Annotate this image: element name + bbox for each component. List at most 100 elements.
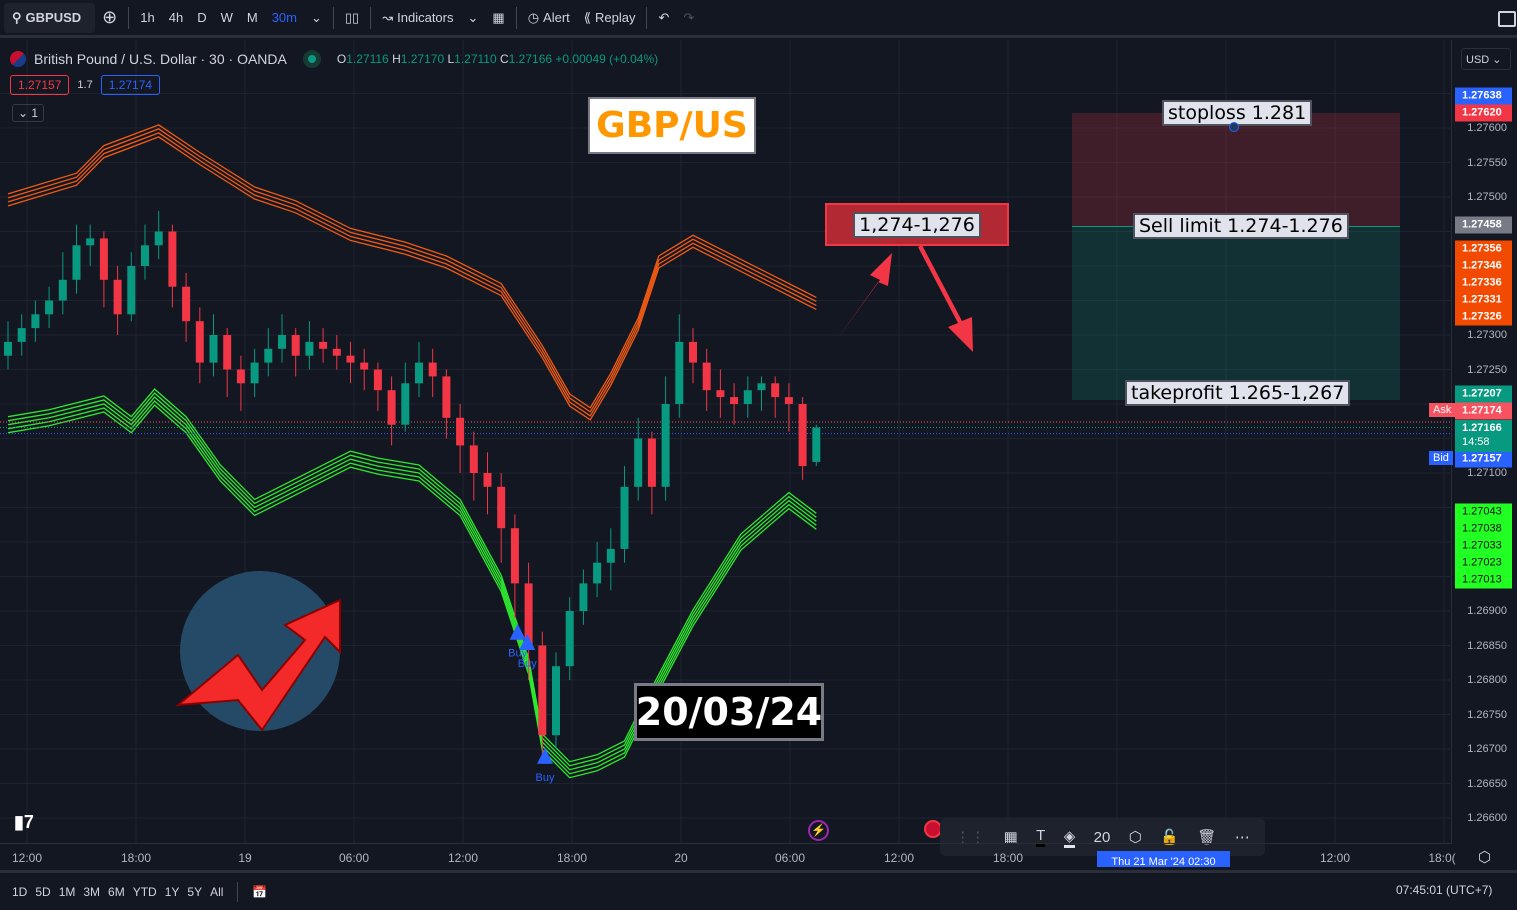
candle: [647, 431, 656, 515]
chart-pane[interactable]: Buy Buy Buy: [0, 40, 1452, 843]
candle-body: [771, 383, 780, 398]
sell-limit-label[interactable]: Sell limit 1.274-1.276: [1133, 213, 1349, 239]
text-color-icon[interactable]: T: [1036, 827, 1046, 847]
price-axis[interactable]: USD ⌄ 1.27600 1.27550 1.27500 1.27300 1.2725…: [1452, 40, 1517, 843]
candle-body: [168, 231, 177, 287]
takeprofit-label[interactable]: takeprofit 1.265-1,267: [1125, 380, 1351, 406]
candle-body: [278, 335, 286, 349]
font-size-button[interactable]: 20: [1093, 828, 1111, 846]
candle: [606, 528, 615, 591]
time-tick: 19: [238, 851, 252, 865]
candle: [17, 314, 26, 356]
buy-button[interactable]: 1.27174: [100, 75, 161, 95]
interval-m[interactable]: M: [246, 10, 258, 25]
interval-dropdown-chevron-icon[interactable]: ⌄: [311, 9, 322, 25]
unlock-icon[interactable]: 🔓: [1160, 829, 1179, 846]
fullscreen-icon[interactable]: [1498, 11, 1516, 27]
calendar-goto-date-icon[interactable]: 📅: [252, 884, 268, 899]
interval-1h[interactable]: 1h: [140, 10, 155, 25]
candle: [428, 348, 437, 398]
range-6m[interactable]: 6M: [108, 884, 125, 899]
candle-body: [72, 245, 81, 280]
buy-signal-label: Buy: [508, 648, 527, 660]
symbol-label: GBPUSD: [25, 10, 82, 25]
candle: [483, 452, 492, 515]
candle-body: [264, 348, 273, 363]
candle: [168, 224, 177, 308]
stoploss-label[interactable]: stoploss 1.281: [1162, 100, 1313, 126]
range-5y[interactable]: 5Y: [187, 884, 203, 899]
price-tag: 1.27013: [1455, 571, 1512, 589]
fill-bucket-icon[interactable]: ◈: [1063, 827, 1076, 848]
pair-annotation[interactable]: GBP/US: [588, 97, 756, 154]
range-1d[interactable]: 1D: [12, 884, 28, 899]
indicators-dropdown-chevron-icon[interactable]: ⌄: [467, 9, 479, 25]
range-1m[interactable]: 1M: [58, 884, 76, 899]
top-toolbar: ⚲ GBPUSD ⊕ 1h 4h D W M 30m ⌄ ▯▯ ↝ Indicato…: [0, 0, 1517, 38]
position-tool-loss-zone[interactable]: [1072, 113, 1400, 226]
candle-body: [606, 548, 615, 563]
candle-body: [565, 611, 574, 667]
clock-timezone[interactable]: 07:45:01 (UTC+7): [1396, 883, 1493, 897]
ask-label: Ask: [1429, 403, 1456, 417]
collapse-indicators-button[interactable]: ⌄ 1: [12, 104, 45, 122]
chart-legend: British Pound / U.S. Dollar · 30 · OANDA…: [10, 50, 658, 68]
divider: [370, 6, 372, 29]
add-template-icon[interactable]: ▦: [1003, 829, 1018, 846]
drag-grip-icon[interactable]: ⋮⋮: [955, 829, 986, 846]
symbol-search-button[interactable]: ⚲ GBPUSD: [4, 2, 96, 33]
more-options-icon[interactable]: ⋯: [1234, 829, 1250, 846]
candle-body: [812, 427, 821, 462]
replay-button[interactable]: ⟪ Replay: [577, 3, 643, 33]
alert-button[interactable]: ◷ Alert: [521, 3, 577, 33]
candle-body: [552, 666, 560, 736]
zone-annotation[interactable]: 1,274-1,276: [825, 203, 1009, 246]
price-tick: 1.26900: [1467, 605, 1507, 617]
settings-hexagon-icon[interactable]: ⬡: [1128, 829, 1142, 846]
chart-settings-icon[interactable]: ⬡: [1478, 849, 1492, 866]
candle-body: [86, 238, 95, 246]
candle-body: [743, 390, 752, 404]
interval-w[interactable]: W: [220, 10, 233, 25]
drawing-toolbar: ⋮⋮ ▦ T ◈ 20 ⬡ 🔓 🗑 ⋯: [940, 818, 1265, 856]
interval-d[interactable]: D: [197, 10, 207, 25]
indicators-button[interactable]: ↝ Indicators: [375, 3, 460, 33]
currency-button[interactable]: USD ⌄: [1461, 48, 1511, 70]
trash-icon[interactable]: 🗑: [1197, 829, 1217, 846]
candle: [469, 431, 478, 501]
layout-grid-icon[interactable]: ▦: [492, 9, 505, 25]
drag-handle[interactable]: [1229, 122, 1239, 132]
candle: [593, 542, 602, 598]
candle: [442, 369, 451, 439]
candle-body: [483, 473, 492, 487]
candle: [319, 328, 328, 363]
candle-body: [730, 397, 739, 404]
interval-4h[interactable]: 4h: [168, 10, 184, 25]
time-axis[interactable]: 12:00 18:00 19 06:00 12:00 18:00 20 06:00 12:00 1…: [0, 843, 1456, 870]
range-3m[interactable]: 3M: [83, 884, 101, 899]
lightning-icon[interactable]: ⚡: [808, 820, 829, 841]
search-icon: ⚲: [12, 9, 22, 25]
range-5d[interactable]: 5D: [35, 884, 51, 899]
range-all[interactable]: All: [210, 884, 224, 899]
candle: [195, 307, 204, 384]
sell-button[interactable]: 1.27157: [10, 75, 70, 95]
redo-icon[interactable]: ↷: [683, 9, 695, 25]
range-1y[interactable]: 1Y: [164, 884, 180, 899]
time-tick: 06:00: [338, 851, 370, 865]
interval-30m[interactable]: 30m: [271, 10, 297, 25]
candle-body: [346, 355, 355, 363]
undo-icon[interactable]: ↶: [658, 9, 670, 25]
candles-chart-type-icon[interactable]: ▯▯: [344, 9, 360, 25]
range-ytd[interactable]: YTD: [132, 884, 157, 899]
position-tool-profit-zone[interactable]: [1072, 226, 1400, 400]
compare-add-button[interactable]: ⊕: [102, 7, 118, 27]
candle: [757, 376, 766, 411]
candle: [278, 314, 286, 363]
candle: [538, 631, 547, 763]
divider: [332, 6, 334, 29]
candle: [4, 321, 12, 370]
candle: [182, 272, 191, 342]
date-annotation[interactable]: 20/03/24: [634, 683, 824, 741]
